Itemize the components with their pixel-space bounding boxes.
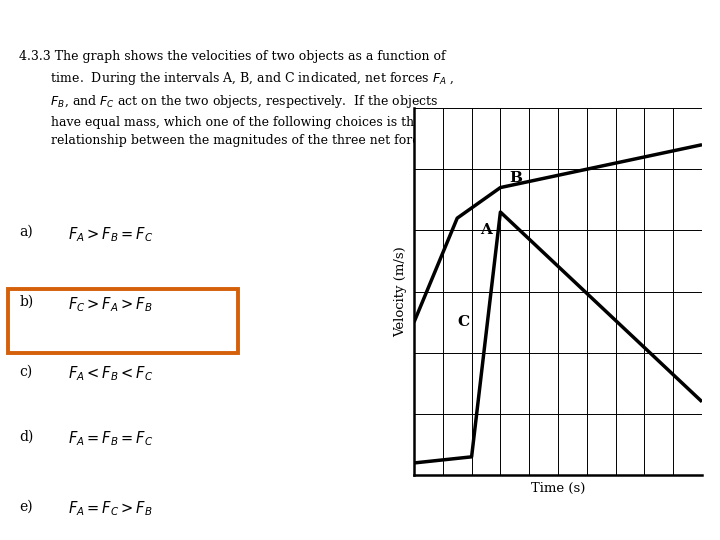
Text: $F_A = F_B = F_C$: $F_A = F_B = F_C$ xyxy=(68,430,153,448)
Text: c): c) xyxy=(19,364,32,379)
Text: A: A xyxy=(480,224,492,238)
X-axis label: Time (s): Time (s) xyxy=(531,482,585,495)
Text: $F_A > F_B = F_C$: $F_A > F_B = F_C$ xyxy=(68,225,153,244)
Text: e): e) xyxy=(19,500,33,514)
Text: B: B xyxy=(509,171,522,185)
Text: $F_A = F_C > F_B$: $F_A = F_C > F_B$ xyxy=(68,500,153,518)
Text: d): d) xyxy=(19,430,34,444)
Text: 4.3.3 The graph shows the velocities of two objects as a function of
        tim: 4.3.3 The graph shows the velocities of … xyxy=(19,50,472,147)
Text: $F_C > F_A > F_B$: $F_C > F_A > F_B$ xyxy=(68,295,153,314)
Text: $F_A < F_B < F_C$: $F_A < F_B < F_C$ xyxy=(68,364,153,383)
Text: C: C xyxy=(457,315,469,329)
Text: a): a) xyxy=(19,225,33,239)
Text: b): b) xyxy=(19,295,34,309)
Text: WILEY: WILEY xyxy=(42,6,125,29)
Y-axis label: Velocity (m/s): Velocity (m/s) xyxy=(394,246,407,337)
